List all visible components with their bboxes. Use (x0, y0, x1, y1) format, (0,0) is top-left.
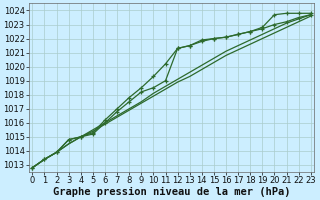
X-axis label: Graphe pression niveau de la mer (hPa): Graphe pression niveau de la mer (hPa) (53, 186, 290, 197)
